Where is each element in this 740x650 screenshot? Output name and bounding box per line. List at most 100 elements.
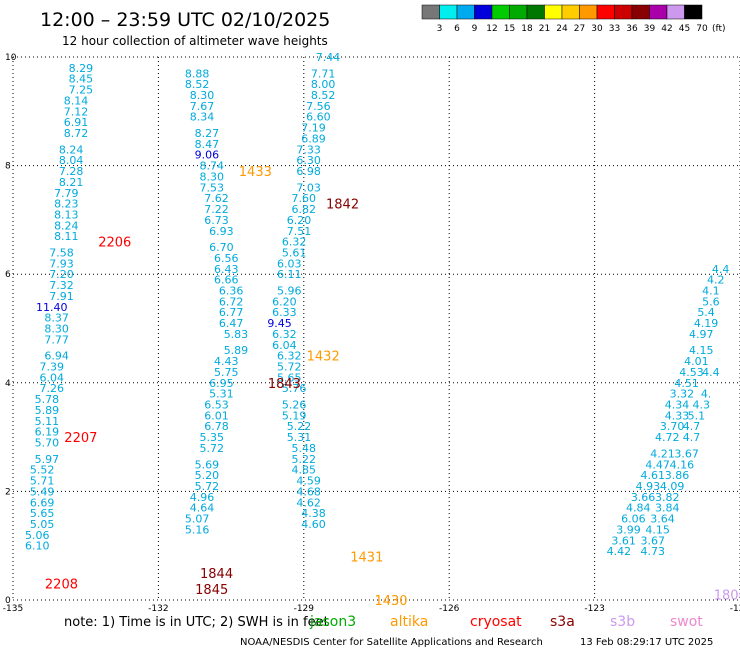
colorbar-label: 15 <box>504 24 515 34</box>
x-tick-label: -135 <box>3 604 23 614</box>
wave-height-mark: 4.4 <box>712 263 730 276</box>
wave-height-mark: 4.15 <box>645 523 670 536</box>
wave-height-mark: 8.29 <box>69 62 94 75</box>
wave-height-mark: 7.32 <box>49 279 74 292</box>
wave-height-mark: 4.68 <box>296 485 321 498</box>
wave-height-mark: 5.72 <box>277 361 302 374</box>
wave-height-mark: 7.12 <box>64 105 89 118</box>
wave-height-mark: 8.52 <box>311 89 336 102</box>
wave-height-mark: 7.56 <box>306 100 331 113</box>
colorbar-label: 21 <box>539 24 550 34</box>
wave-height-mark: 6.01 <box>204 409 229 422</box>
track-time-label: 1843 <box>268 377 301 392</box>
colorbar-label: 12 <box>486 24 497 34</box>
colorbar-swatch <box>649 4 668 20</box>
wave-height-mark: 4.96 <box>190 491 215 504</box>
wave-height-mark: 4.7 <box>683 420 701 433</box>
wave-height-mark: 3.82 <box>655 491 680 504</box>
legend-entry: s3a <box>550 614 575 630</box>
wave-height-mark: 6.94 <box>44 350 69 363</box>
colorbar-label: 30 <box>591 24 603 34</box>
track-time-label: 1845 <box>195 583 228 598</box>
wave-height-mark: 5.72 <box>199 442 224 455</box>
wave-height-mark: 7.62 <box>204 192 229 205</box>
track-time-label: 1431 <box>350 551 383 566</box>
wave-height-mark: 5.65 <box>277 371 302 384</box>
track-times: 2206 2207 2208 1433 1842 1432 1843 1431 18441845… <box>45 165 740 609</box>
colorbar-label: 45 <box>679 24 690 34</box>
wave-height-mark: 3.32 <box>670 388 695 401</box>
wave-height-mark: 6.70 <box>209 241 234 254</box>
wave-height-mark: 6.91 <box>64 116 89 129</box>
x-tick-label: -120 <box>730 604 740 614</box>
wave-height-mark: 5.16 <box>185 523 210 536</box>
colorbar-label: 24 <box>556 24 568 34</box>
wave-height-mark: 5.31 <box>287 431 312 444</box>
colorbar-label: 42 <box>661 24 672 34</box>
wave-height-mark: 4.59 <box>296 475 321 488</box>
wave-height-mark: 5.48 <box>292 442 317 455</box>
wave-height-mark: 7.44 <box>316 51 341 64</box>
colorbar-label: 9 <box>472 24 478 34</box>
wave-height-mark: 4.2 <box>707 274 725 287</box>
wave-height-mark: 5.69 <box>195 458 220 471</box>
chart-title: 12:00 – 23:59 UTC 02/10/2025 <box>40 9 330 31</box>
colorbar-label: 3 <box>437 24 443 34</box>
wave-height-mark: 6.32 <box>272 328 297 341</box>
colorbar-swatch <box>456 4 475 20</box>
wave-height-mark: 4.3 <box>692 399 710 412</box>
wave-height-mark: 6.53 <box>204 399 229 412</box>
wave-height-mark: 5.89 <box>224 344 249 357</box>
wave-height-mark: 4.61 <box>641 469 666 482</box>
wave-height-mark: 6.33 <box>272 306 297 319</box>
wave-height-mark: 5.49 <box>30 485 55 498</box>
wave-height-mark: 3.67 <box>641 534 666 547</box>
wave-height-mark: 6.56 <box>214 252 239 265</box>
wave-height-mark: 6.43 <box>214 263 239 276</box>
wave-height-mark: 5.05 <box>30 518 55 531</box>
colorbar-label: 39 <box>644 24 656 34</box>
wave-height-mark: 5.20 <box>195 469 220 482</box>
wave-height-mark: 6.69 <box>30 496 55 509</box>
wave-height-mark: 8.14 <box>64 94 89 107</box>
x-tick-label: -123 <box>584 604 604 614</box>
wave-height-mark: 6.82 <box>292 203 317 216</box>
wave-height-mark: 8.30 <box>44 323 69 336</box>
wave-height-mark: 7.93 <box>49 257 74 270</box>
wave-height-mark: 5.78 <box>35 393 60 406</box>
wave-height-mark: 6.77 <box>219 306 244 319</box>
wave-height-mark: 5.96 <box>277 284 302 297</box>
wave-height-mark: 4.15 <box>689 344 714 357</box>
wave-height-mark: 3.64 <box>650 513 675 526</box>
wave-height-mark: 6.93 <box>209 225 234 238</box>
wave-height-mark: 7.71 <box>311 67 336 80</box>
wave-height-mark: 5.71 <box>30 475 55 488</box>
colorbar-swatch <box>666 4 685 20</box>
wave-height-mark: 11.40 <box>36 301 68 314</box>
track-time-label: 1844 <box>200 567 233 582</box>
wave-height-mark: 4.72 <box>655 431 680 444</box>
wave-height-mark: 8.27 <box>195 127 220 140</box>
wave-height-mark: 6.03 <box>277 257 302 270</box>
wave-height-mark: 3.84 <box>655 502 680 515</box>
footer-credit: NOAA/NESDIS Center for Satellite Applica… <box>240 637 543 648</box>
wave-height-mark: 3.67 <box>674 447 699 460</box>
wave-height-mark: 7.39 <box>40 361 65 374</box>
wave-height-mark: 4.19 <box>694 317 719 330</box>
track-time-label: 1433 <box>239 165 272 180</box>
wave-height-mark: 4.43 <box>214 355 239 368</box>
wave-height-mark: 5.97 <box>35 453 60 466</box>
wave-height-mark: 8.45 <box>69 73 94 86</box>
wave-height-mark: 3.70 <box>660 420 685 433</box>
wave-height-mark: 6.78 <box>204 420 229 433</box>
wave-height-mark: 7.91 <box>49 290 74 303</box>
wave-height-mark: 7.77 <box>44 333 69 346</box>
track-time-label: 1842 <box>326 198 359 213</box>
wave-height-mark: 7.22 <box>204 203 229 216</box>
x-tick-label: -132 <box>148 604 168 614</box>
colorbar-swatch <box>631 4 650 20</box>
wave-height-mark: 4.73 <box>641 545 666 558</box>
colorbar-swatch <box>544 4 563 20</box>
wave-height-mark: 7.79 <box>54 187 79 200</box>
